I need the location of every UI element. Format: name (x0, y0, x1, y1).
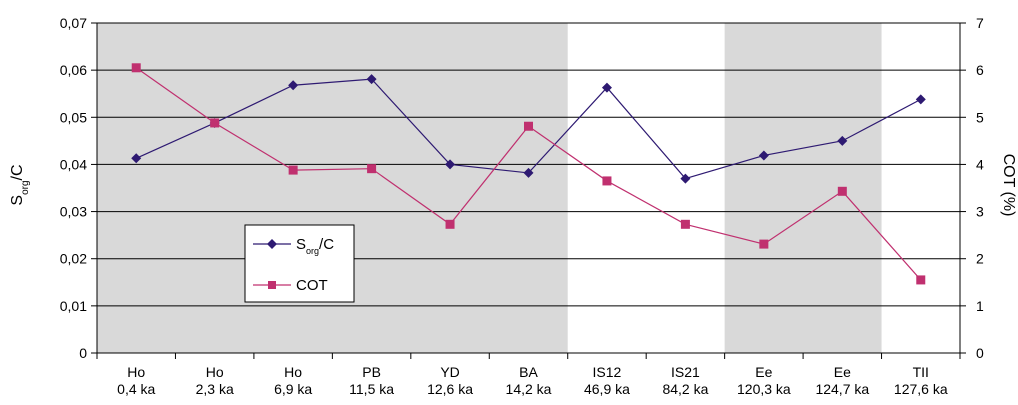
x-tick-label-2-line2: 6,9 ka (274, 381, 312, 397)
y-left-tick-label-1: 0,01 (60, 298, 87, 314)
x-tick-label-2-line1: Ho (284, 364, 302, 380)
y-left-tick-label-7: 0,07 (60, 15, 87, 31)
legend-box (244, 224, 355, 303)
point-cot-0 (131, 63, 141, 73)
y-right-tick-label-0: 0 (976, 345, 984, 361)
x-tick-label-3-line1: PB (362, 364, 381, 380)
y-left-tick-label-4: 0,04 (60, 156, 87, 172)
gridlines (97, 22, 960, 307)
tick-labels: 00,010,020,030,040,050,060,0701234567Ho0… (60, 15, 984, 397)
x-tick-label-4-line1: YD (440, 364, 459, 380)
y-right-tick-label-7: 7 (976, 15, 984, 31)
y-left-tick-label-5: 0,05 (60, 109, 87, 125)
point-sorg-4 (445, 159, 456, 170)
y-right-tick-label-5: 5 (976, 109, 984, 125)
legend: Sorg/C COT (244, 224, 355, 303)
x-tick-label-9-line1: Ee (834, 364, 851, 380)
x-tick-label-0-line2: 0,4 ka (117, 381, 155, 397)
point-sorg-8 (758, 150, 769, 161)
x-tick-label-5-line1: BA (519, 364, 538, 380)
x-tick-label-5-line2: 14,2 ka (506, 381, 552, 397)
shaded-band-0 (97, 23, 568, 353)
y-axis-left-title-main: S (9, 195, 26, 206)
y-left-tick-label-6: 0,06 (60, 62, 87, 78)
x-tick-label-10-line1: TII (913, 364, 929, 380)
y-left-tick-label-0: 0 (79, 345, 87, 361)
x-tick-label-8-line1: Ee (755, 364, 772, 380)
x-tick-label-1-line1: Ho (206, 364, 224, 380)
y-axis-right-title: COT (%) (1000, 154, 1017, 217)
legend-sorg-label: Sorg/C (296, 236, 334, 256)
legend-sorg-tail: /C (319, 236, 334, 253)
x-tick-label-10-line2: 127,6 ka (894, 381, 948, 397)
x-tick-label-4-line2: 12,6 ka (427, 381, 473, 397)
y-right-tick-label-1: 1 (976, 298, 984, 314)
x-tick-label-8-line2: 120,3 ka (737, 381, 791, 397)
y-left-tick-label-3: 0,03 (60, 204, 87, 220)
point-cot-3 (367, 164, 377, 174)
point-cot-2 (288, 165, 298, 175)
y-axis-left-title-sub: org (20, 180, 31, 194)
point-cot-6 (602, 176, 612, 186)
x-tick-label-3-line2: 11,5 ka (349, 381, 394, 397)
point-sorg-9 (837, 135, 848, 146)
legend-cot-marker (268, 281, 276, 289)
point-sorg-7 (680, 173, 691, 184)
x-tick-label-6-line2: 46,9 ka (584, 381, 630, 397)
point-sorg-3 (366, 74, 377, 85)
x-tick-label-7-line1: IS21 (671, 364, 700, 380)
point-cot-9 (837, 186, 847, 196)
x-tick-label-9-line2: 124,7 ka (815, 381, 869, 397)
point-sorg-2 (288, 80, 299, 91)
shaded-band-1 (724, 23, 882, 353)
legend-sorg-sub: org (306, 246, 319, 256)
legend-sorg-marker (267, 239, 277, 249)
point-cot-4 (445, 219, 455, 229)
y-axis-left-title-tail: /C (9, 164, 26, 180)
point-sorg-5 (523, 167, 534, 178)
x-tick-label-7-line2: 84,2 ka (662, 381, 708, 397)
axes (91, 22, 966, 359)
y-left-tick-label-2: 0,02 (60, 251, 87, 267)
legend-cot-label: COT (296, 277, 328, 294)
point-cot-8 (759, 239, 769, 249)
y-right-tick-label-6: 6 (976, 62, 984, 78)
point-sorg-6 (601, 82, 612, 93)
shaded-bands (97, 23, 882, 353)
x-tick-label-0-line1: Ho (127, 364, 145, 380)
y-right-tick-label-2: 2 (976, 251, 984, 267)
y-right-tick-label-4: 4 (976, 156, 984, 172)
x-tick-label-6-line1: IS12 (593, 364, 622, 380)
y-right-tick-label-3: 3 (976, 204, 984, 220)
point-cot-1 (210, 118, 220, 128)
legend-sorg-main: S (296, 236, 306, 253)
point-sorg-0 (131, 153, 142, 164)
point-cot-10 (916, 275, 926, 285)
y-axis-left-title: Sorg/C (9, 164, 31, 205)
x-tick-label-1-line2: 2,3 ka (196, 381, 234, 397)
point-cot-7 (680, 219, 690, 229)
point-sorg-10 (915, 94, 926, 105)
point-cot-5 (524, 121, 533, 131)
series-markers (131, 63, 926, 285)
